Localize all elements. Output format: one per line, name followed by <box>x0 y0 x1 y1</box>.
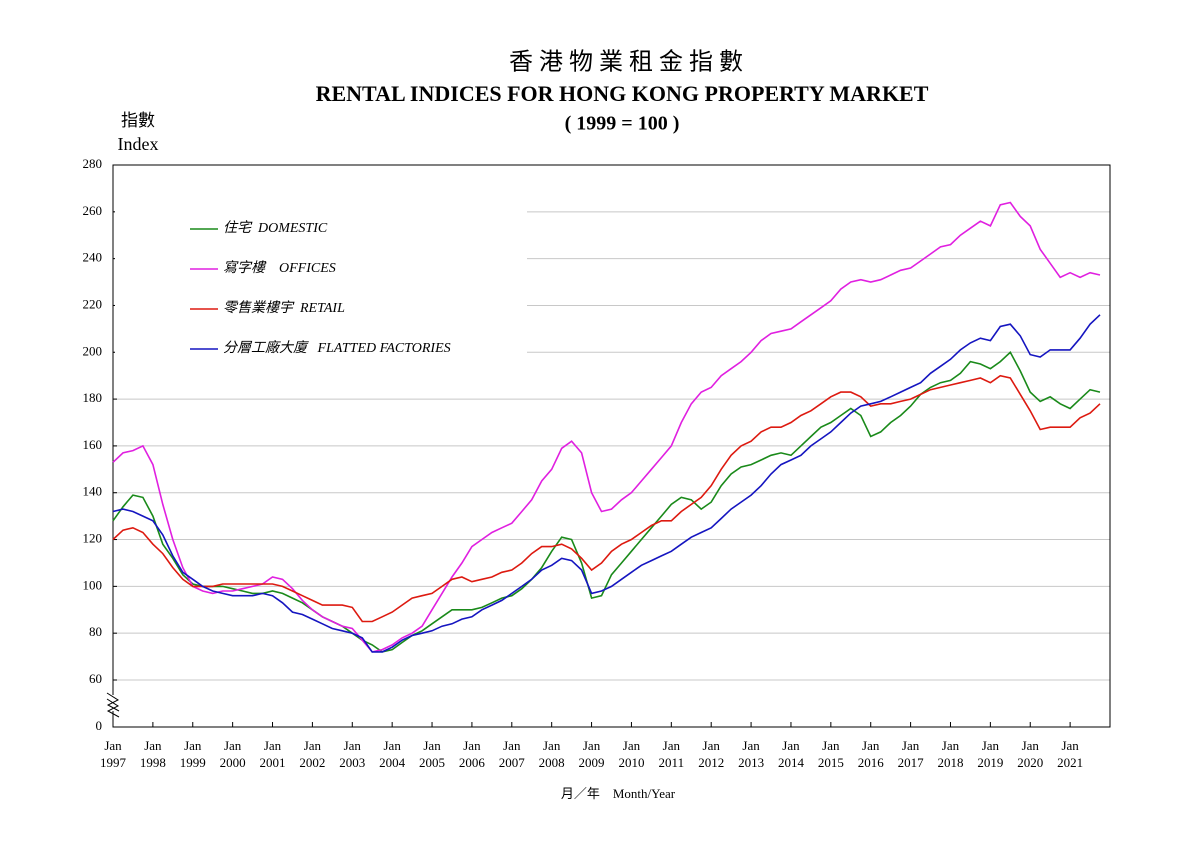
y-tick-label: 0 <box>96 718 103 733</box>
x-tick-label: Jan 2000 <box>219 738 246 770</box>
x-tick-label: Jan 2012 <box>698 738 725 770</box>
y-tick-label: 80 <box>89 624 102 639</box>
y-tick-label: 120 <box>83 531 103 546</box>
x-tick-label: Jan 2009 <box>578 738 605 770</box>
x-tick-label: Jan 2008 <box>538 738 565 770</box>
x-tick-label: Jan 2007 <box>498 738 525 770</box>
x-tick-label: Jan 2011 <box>658 738 685 770</box>
legend-label: 分層工廠大廈 FLATTED FACTORIES <box>223 339 451 356</box>
x-tick-label: Jan 2021 <box>1057 738 1084 770</box>
y-label-zh: 指數 <box>121 111 155 130</box>
x-label: 月／年 Month/Year <box>561 786 676 801</box>
y-tick-label: 280 <box>83 156 103 171</box>
x-tick-label: Jan 2001 <box>259 738 286 770</box>
x-tick-label: Jan 1997 <box>100 738 126 770</box>
x-tick-label: Jan 1999 <box>179 738 206 770</box>
legend-label: 寫字樓 OFFICES <box>223 260 336 276</box>
legend-box <box>115 200 527 370</box>
plot-frame <box>112 164 1111 728</box>
x-tick-label: Jan 2017 <box>897 738 924 770</box>
x-tick-label: Jan 2003 <box>339 738 366 770</box>
y-tick-label: 160 <box>83 437 103 452</box>
y-tick-label: 240 <box>83 250 103 265</box>
y-tick-label: 180 <box>83 390 103 405</box>
base-note: ( 1999 = 100 ) <box>565 113 680 135</box>
x-tick-label: Jan 2005 <box>419 738 446 770</box>
y-label: Index <box>118 134 159 154</box>
chart-subtitle: RENTAL INDICES FOR HONG KONG PROPERTY MA… <box>316 81 929 106</box>
y-tick-label: 220 <box>83 296 103 311</box>
legend-label: 住宅 DOMESTIC <box>223 220 328 236</box>
x-tick-label: Jan 1998 <box>139 738 166 770</box>
x-tick-label: Jan 2006 <box>458 738 485 770</box>
series-line <box>112 314 1101 653</box>
y-tick-label: 100 <box>83 577 103 592</box>
y-tick-label: 140 <box>83 484 103 499</box>
x-tick-label: Jan 2004 <box>379 738 406 770</box>
y-tick-label: 60 <box>89 671 102 686</box>
x-tick-label: Jan 2010 <box>618 738 645 770</box>
series-line <box>112 374 1101 623</box>
x-tick-label: Jan 2002 <box>299 738 326 770</box>
x-tick-label: Jan 2013 <box>738 738 765 770</box>
x-tick-label: Jan 2014 <box>777 738 804 770</box>
axis-break <box>106 692 120 718</box>
x-tick-label: Jan 2019 <box>977 738 1004 770</box>
legend-label: 零售業樓宇 RETAIL <box>223 300 345 316</box>
y-tick-label: 200 <box>83 343 103 358</box>
x-tick-label: Jan 2020 <box>1017 738 1044 770</box>
x-tick-label: Jan 2018 <box>937 738 964 770</box>
y-tick-label: 260 <box>83 203 103 218</box>
chart-title: 香 港 物 業 租 金 指 數 <box>509 49 743 76</box>
x-tick-label: Jan 2016 <box>857 738 884 770</box>
series-line <box>112 351 1101 653</box>
series-line <box>112 201 1101 653</box>
x-tick-label: Jan 2015 <box>817 738 844 770</box>
